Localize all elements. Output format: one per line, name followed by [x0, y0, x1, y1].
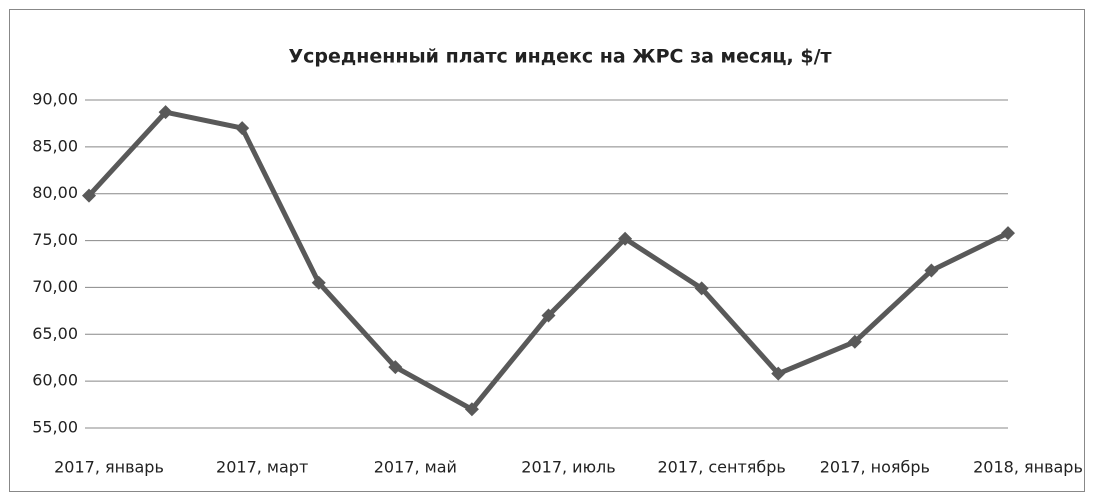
data-point	[847, 334, 862, 349]
data-point	[924, 263, 939, 278]
y-tick-label: 75,00	[32, 230, 78, 249]
data-point	[771, 366, 786, 381]
data-point	[541, 308, 556, 323]
y-tick-label: 80,00	[32, 183, 78, 202]
data-point	[618, 231, 633, 246]
data-point	[388, 360, 403, 375]
data-point	[82, 188, 96, 203]
y-tick-label: 70,00	[32, 277, 78, 296]
x-tick-label: 2017, май	[374, 458, 457, 477]
data-point	[158, 105, 173, 120]
x-tick-label: 2017, июль	[521, 458, 615, 477]
y-tick-label: 90,00	[32, 90, 78, 109]
chart-title: Усредненный платс индекс на ЖРС за месяц…	[288, 46, 831, 68]
data-point	[464, 402, 479, 417]
data-point	[1001, 226, 1015, 241]
y-tick-label: 85,00	[32, 136, 78, 155]
data-point	[694, 281, 709, 296]
x-tick-label: 2017, сентябрь	[657, 458, 785, 477]
data-point	[235, 121, 250, 136]
y-tick-label: 55,00	[32, 418, 78, 437]
y-tick-label: 65,00	[32, 324, 78, 343]
data-point	[311, 275, 326, 290]
x-tick-label: 2017, март	[216, 458, 308, 477]
y-tick-label: 60,00	[32, 371, 78, 390]
x-tick-label: 2018, январь	[973, 458, 1083, 477]
chart-border	[9, 9, 1085, 492]
x-tick-label: 2017, ноябрь	[820, 458, 930, 477]
x-tick-label: 2017, январь	[54, 458, 164, 477]
